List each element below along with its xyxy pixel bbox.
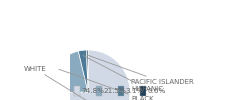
Text: 74.8%: 74.8% [82, 88, 104, 94]
Wedge shape [86, 50, 88, 92]
FancyBboxPatch shape [74, 86, 80, 96]
Wedge shape [78, 50, 88, 92]
Wedge shape [46, 50, 130, 100]
FancyBboxPatch shape [118, 86, 124, 96]
FancyBboxPatch shape [96, 86, 102, 96]
Wedge shape [46, 51, 88, 92]
Text: PACIFIC ISLANDER: PACIFIC ISLANDER [87, 55, 194, 85]
Text: 21.5%: 21.5% [103, 88, 126, 94]
Text: WHITE: WHITE [24, 66, 114, 100]
Text: 3.1%: 3.1% [126, 88, 144, 94]
Text: HISPANIC: HISPANIC [83, 55, 163, 92]
Text: 0.6%: 0.6% [148, 88, 166, 94]
FancyBboxPatch shape [140, 86, 146, 96]
Text: BLACK: BLACK [59, 69, 154, 100]
